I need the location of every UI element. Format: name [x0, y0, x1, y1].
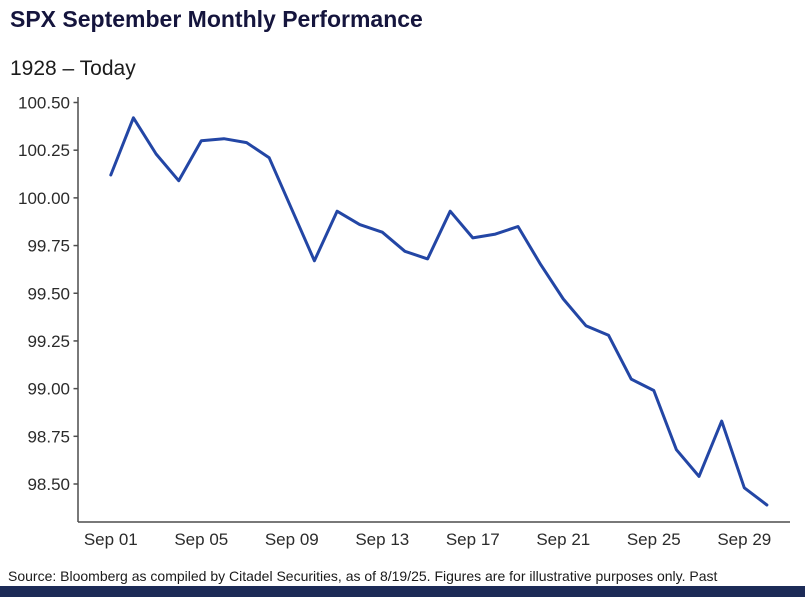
x-tick-label: Sep 21 [536, 530, 590, 549]
line-chart: 100.50 100.25 100.00 99.75 99.50 99.25 99.00 98… [18, 94, 790, 549]
y-tick-label: 99.25 [27, 332, 70, 351]
y-tick-label: 98.50 [27, 475, 70, 494]
x-tick-label: Sep 13 [355, 530, 409, 549]
y-tick-label: 98.75 [27, 427, 70, 446]
y-tick-label: 99.75 [27, 237, 70, 256]
y-tick-label: 99.00 [27, 380, 70, 399]
x-tick-label: Sep 29 [717, 530, 771, 549]
series-line [109, 116, 769, 507]
x-tick-label: Sep 25 [627, 530, 681, 549]
x-tick-label: Sep 17 [446, 530, 500, 549]
x-tick-label: Sep 01 [84, 530, 138, 549]
chart-subtitle: 1928 – Today [10, 57, 136, 80]
y-tick-label: 100.50 [18, 94, 70, 113]
y-tick-label: 100.25 [18, 141, 70, 160]
y-tick-label: 99.50 [27, 284, 70, 303]
source-note: Source: Bloomberg as compiled by Citadel… [8, 568, 718, 584]
y-tick-label: 100.00 [18, 189, 70, 208]
brand-bar [0, 586, 805, 597]
x-tick-label: Sep 09 [265, 530, 319, 549]
x-tick-label: Sep 05 [174, 530, 228, 549]
chart-title: SPX September Monthly Performance [10, 6, 423, 32]
